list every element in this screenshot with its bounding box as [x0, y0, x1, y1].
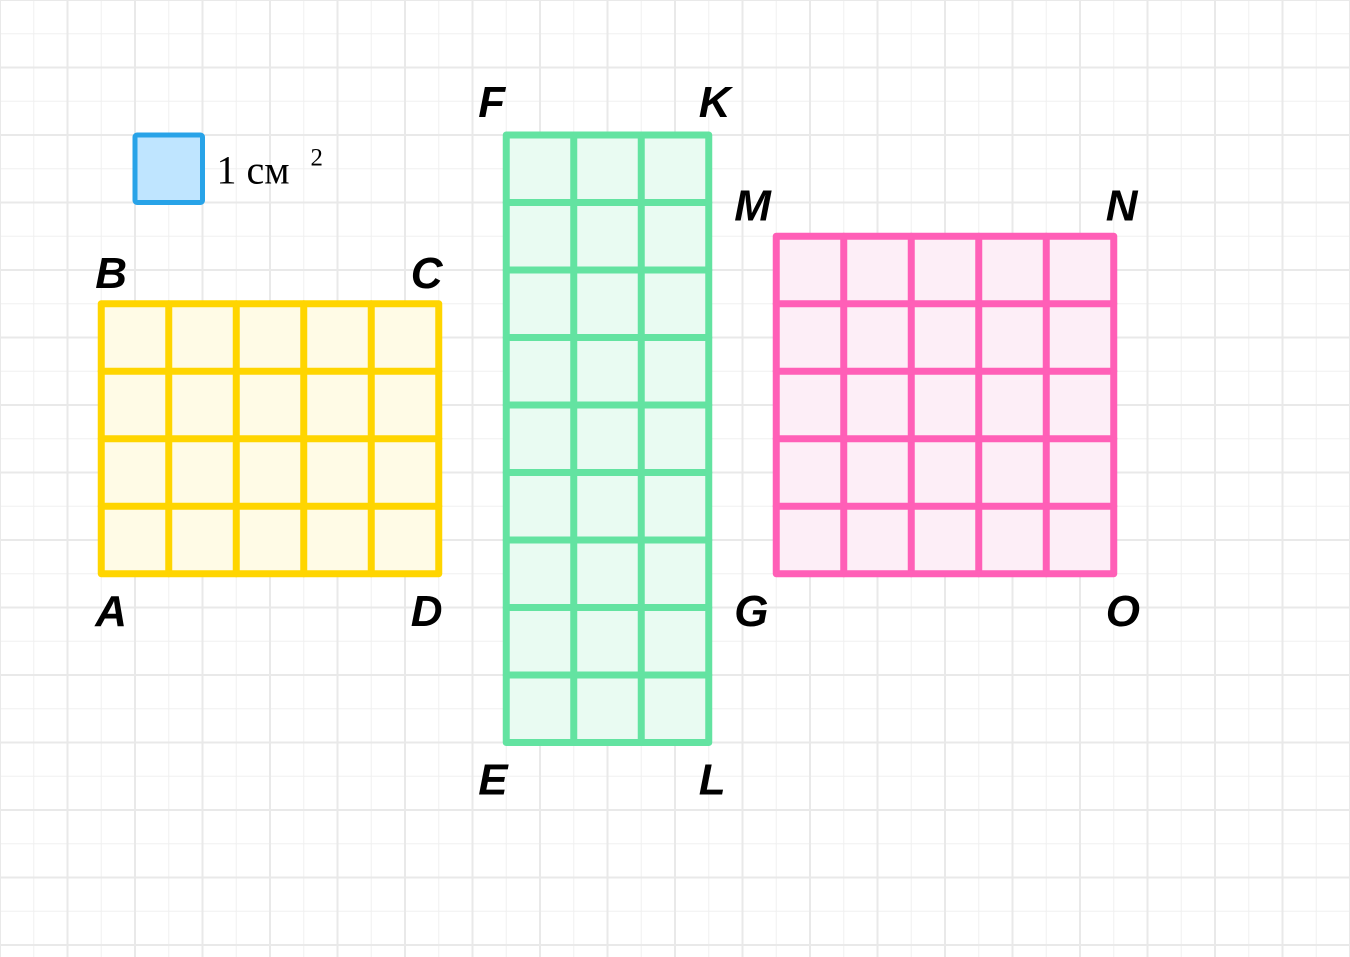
vertex-label-A: A	[94, 587, 127, 636]
legend-label: 1 см	[217, 148, 290, 193]
vertex-label-C: C	[411, 249, 444, 298]
rect-pink-MGNO-fill	[776, 236, 1114, 574]
rect-green-FEKL-fill	[506, 135, 709, 743]
vertex-label-N: N	[1106, 181, 1139, 230]
vertex-label-F: F	[478, 78, 506, 127]
legend-label-super: 2	[311, 145, 323, 172]
vertex-label-K: K	[699, 78, 734, 127]
vertex-label-G: G	[734, 587, 768, 636]
rect-pink-MGNO: M N G O	[734, 181, 1140, 636]
vertex-label-M: M	[734, 181, 772, 230]
vertex-label-L: L	[699, 756, 726, 805]
vertex-label-D: D	[411, 587, 443, 636]
vertex-label-O: O	[1106, 587, 1140, 636]
rect-green-FEKL: F K E L	[478, 78, 734, 805]
vertex-label-E: E	[478, 756, 509, 805]
vertex-label-B: B	[95, 249, 127, 298]
legend-unit-square	[135, 135, 203, 203]
